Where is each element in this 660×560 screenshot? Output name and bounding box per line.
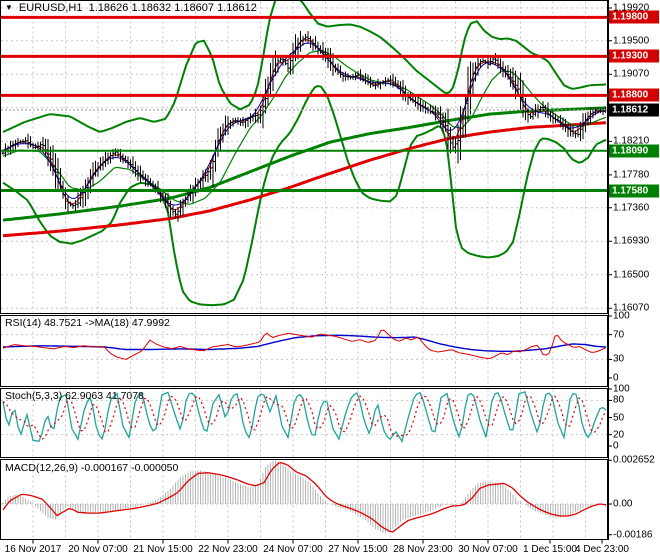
- price-tick-label: 1.18210: [613, 135, 650, 147]
- stoch-tick-label: 20: [613, 429, 625, 441]
- resistance-price-badge: 1.18800: [609, 88, 659, 102]
- symbol-period-label: EURUSD,H1: [18, 2, 83, 14]
- price-tick-label: 1.16500: [613, 269, 650, 281]
- rsi-indicator-label: RSI(14) 48.7521 ->MA(18) 47.9992: [5, 317, 170, 329]
- time-axis-label: 30 Nov 07:00: [458, 544, 518, 555]
- time-axis-label: 21 Nov 15:00: [133, 544, 193, 555]
- price-tick-label: 1.16070: [613, 302, 650, 314]
- time-axis-label: 24 Nov 07:00: [263, 544, 323, 555]
- price-tick-label: 1.17360: [613, 202, 650, 214]
- time-axis-label: 20 Nov 07:00: [68, 544, 128, 555]
- chart-title: ▼ EURUSD,H1 1.18626 1.18632 1.18607 1.186…: [5, 2, 257, 14]
- price-tick-label: 1.19070: [613, 68, 650, 80]
- price-tick-label: 1.19500: [613, 35, 650, 47]
- price-tick-label: 1.17780: [613, 169, 650, 181]
- current-price-badge: 1.18612: [609, 103, 659, 117]
- resistance-price-badge: 1.19800: [609, 10, 659, 24]
- time-axis-label: 22 Nov 23:00: [198, 544, 258, 555]
- stoch-tick-label: 100: [613, 383, 630, 395]
- price-tick-label: 1.19920: [613, 2, 650, 14]
- support-price-badge: 1.18090: [609, 144, 659, 158]
- stoch-tick-label: 50: [613, 412, 625, 423]
- macd-indicator-label: MACD(12,26,9) -0.000167 -0.000050: [5, 462, 179, 474]
- price-tick-label: 1.16930: [613, 235, 650, 247]
- macd-tick-label: -0.00186: [613, 529, 653, 541]
- resistance-price-badge: 1.19300: [609, 49, 659, 63]
- symbol-dropdown-icon[interactable]: ▼: [5, 3, 13, 12]
- support-price-badge: 1.17580: [609, 184, 659, 198]
- stoch-tick-label: 80: [613, 394, 625, 406]
- stoch-tick-label: 0: [613, 440, 619, 452]
- stoch-indicator-label: Stoch(5,3,3) 62.9063 41.7078: [5, 390, 144, 402]
- rsi-tick-label: 30: [613, 353, 625, 365]
- rsi-tick-label: 100: [613, 310, 630, 322]
- macd-tick-label: 0.00: [613, 498, 633, 510]
- ohlc-quotes: 1.18626 1.18632 1.18607 1.18612: [88, 2, 257, 14]
- time-axis-label: 27 Nov 15:00: [328, 544, 388, 555]
- time-axis-label: 28 Nov 23:00: [393, 544, 453, 555]
- rsi-tick-label: 70: [613, 329, 625, 341]
- rsi-tick-label: 0: [613, 372, 619, 384]
- time-axis-label: 1 Dec 15:00: [523, 544, 577, 555]
- time-axis-label: 4 Dec 23:00: [575, 544, 629, 555]
- time-axis-label: 16 Nov 2017: [4, 544, 62, 555]
- macd-tick-label: 0.002652: [613, 454, 655, 466]
